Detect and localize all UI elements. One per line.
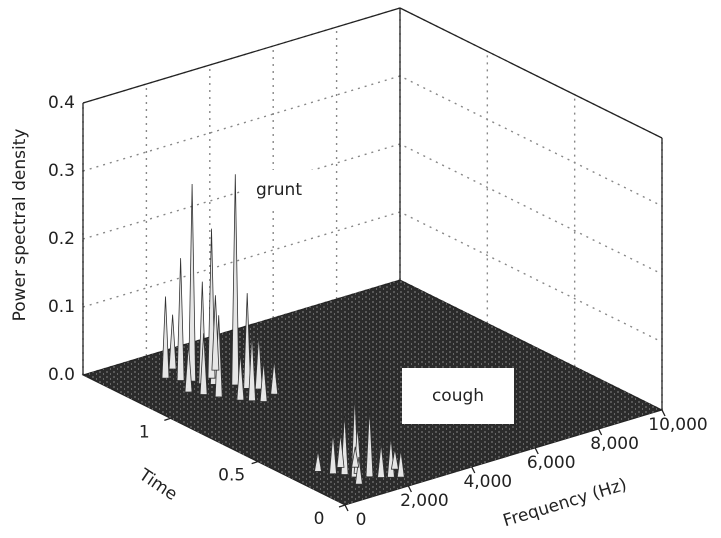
x-axis-label: Frequency (Hz) [501, 475, 629, 532]
annotation: grunt [256, 180, 302, 200]
z-tick-label: 0.1 [48, 297, 75, 317]
spike [259, 360, 268, 402]
x-tick-label: 2,000 [400, 491, 449, 511]
spike [351, 446, 360, 468]
y-tick [338, 504, 346, 508]
box-edge [82, 7, 401, 104]
spike [254, 334, 263, 390]
z-axis-label: Power spectral density [10, 129, 30, 322]
x-tick [661, 409, 666, 417]
z-tick-label: 0.0 [48, 365, 75, 385]
z-tick-label: 0.4 [48, 93, 75, 113]
spike [168, 314, 177, 370]
y-tick-label: 0.5 [218, 466, 245, 486]
spike [231, 174, 240, 386]
annotation-box [240, 170, 318, 210]
annotation: cough [432, 386, 484, 406]
x-tick [598, 428, 603, 436]
x-tick-label: 10,000 [648, 415, 707, 435]
spike [161, 296, 170, 379]
spike [211, 295, 220, 371]
spike [396, 449, 405, 478]
spike [377, 443, 386, 478]
spike [354, 456, 363, 485]
y-tick [251, 461, 258, 465]
y-tick-label: 1 [139, 422, 150, 442]
x-tick-label: 0 [356, 510, 367, 530]
z-tick-label: 0.2 [48, 229, 75, 249]
spike [248, 332, 256, 402]
spike [329, 432, 337, 475]
y-tick-label: 0 [314, 509, 325, 529]
floor-texture [83, 280, 662, 505]
grid-line [82, 7, 663, 139]
box-edge [399, 7, 663, 139]
spike [270, 360, 279, 395]
x-tick-label: 6,000 [527, 453, 576, 473]
x-tick [344, 504, 349, 512]
spike [243, 293, 252, 389]
spike [188, 183, 197, 382]
x-tick [534, 447, 539, 455]
spike [184, 344, 193, 393]
z-tick-label: 0.3 [48, 161, 75, 181]
x-tick-label: 4,000 [463, 472, 512, 492]
x-tick [407, 485, 412, 493]
x-tick-label: 8,000 [590, 434, 639, 454]
spike [314, 450, 322, 472]
spike [199, 333, 208, 395]
spike [236, 352, 245, 401]
y-tick [164, 417, 171, 421]
spike [365, 408, 374, 478]
y-axis-label: Time [134, 465, 181, 505]
x-tick [471, 466, 476, 474]
spike [390, 448, 399, 470]
annotation-box [402, 368, 514, 424]
spike [176, 258, 185, 381]
spike [336, 433, 345, 468]
